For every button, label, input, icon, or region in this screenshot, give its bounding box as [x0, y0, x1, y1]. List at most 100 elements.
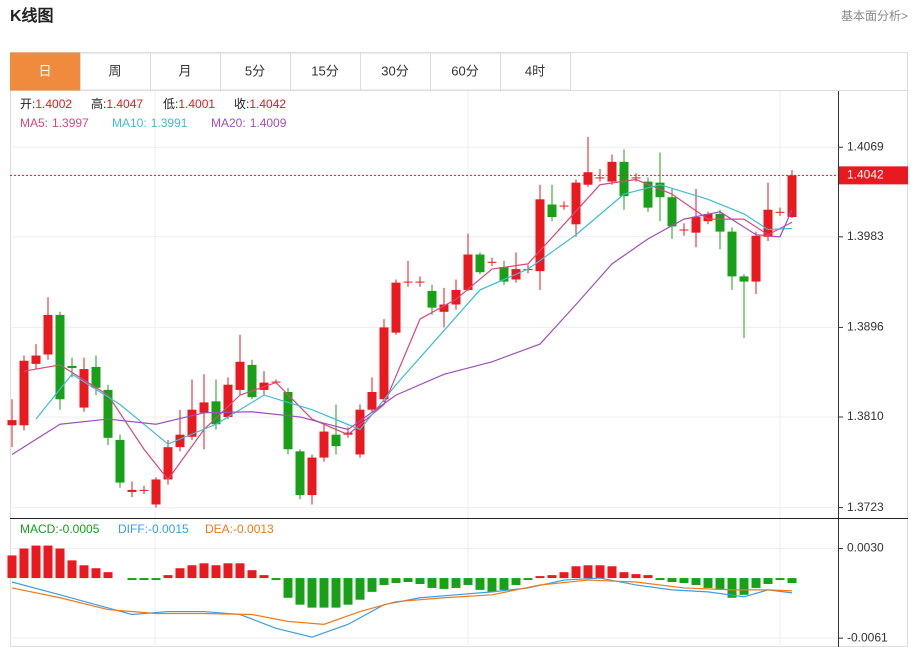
macd-bar: [439, 578, 449, 589]
tab-label[interactable]: 15分: [311, 63, 338, 78]
macd-bar: [511, 578, 521, 585]
candle-body: [7, 420, 17, 426]
tab-label[interactable]: 周: [108, 63, 121, 78]
candle-body: [415, 281, 425, 283]
macd-bar: [619, 572, 629, 579]
macd-bar: [19, 548, 29, 579]
y-tick-label: 1.3983: [847, 229, 884, 243]
candle-body: [139, 489, 149, 491]
candle-body: [367, 391, 377, 410]
macd-line-name: DEA:: [205, 522, 233, 536]
tab[interactable]: [290, 52, 361, 91]
fundamental-link[interactable]: 基本面分析>: [841, 9, 908, 23]
candle-body: [187, 409, 197, 437]
macd-bar: [739, 578, 749, 595]
ma-value: 1.4009: [250, 116, 287, 130]
candle-body: [331, 434, 341, 447]
macd-bar: [283, 578, 293, 598]
tab[interactable]: [10, 52, 81, 91]
macd-bar: [55, 548, 65, 579]
candle-body: [55, 314, 65, 400]
ma-line: [23, 178, 793, 481]
candle-body: [391, 282, 401, 333]
macd-bar: [367, 578, 377, 592]
candle-body: [787, 175, 797, 218]
macd-bar: [727, 578, 737, 598]
tab-label[interactable]: 30分: [381, 63, 408, 78]
candle-body: [379, 327, 389, 400]
macd-tick-label: -0.0061: [847, 630, 888, 644]
candle-body: [667, 197, 677, 227]
macd-line: [11, 579, 793, 625]
macd-bar: [691, 578, 701, 585]
candle-body: [607, 161, 617, 182]
tab-label[interactable]: 60分: [451, 63, 478, 78]
macd-bar: [643, 575, 653, 579]
macd-bar: [763, 578, 773, 584]
macd-bar: [187, 565, 197, 579]
macd-bar: [667, 578, 677, 583]
ohlc-value: 1.4047: [106, 97, 143, 111]
tab[interactable]: [430, 52, 501, 91]
macd-line-value: -0.0015: [148, 522, 189, 536]
tab-label[interactable]: 月: [178, 63, 191, 78]
candle-body: [103, 389, 113, 438]
tab-label[interactable]: 5分: [245, 63, 265, 78]
candle-body: [559, 205, 569, 207]
candle-body: [739, 276, 749, 282]
macd-bar: [451, 578, 461, 588]
macd-bar: [91, 568, 101, 579]
macd-bar: [43, 545, 53, 579]
candle-body: [691, 217, 701, 233]
macd-bar: [379, 578, 389, 585]
macd-bar: [295, 578, 305, 605]
macd-bar: [307, 578, 317, 608]
ohlc-legend: 开:1.4002: [20, 97, 72, 111]
candle-body: [475, 254, 485, 273]
candle-body: [283, 391, 293, 450]
candle-body: [655, 182, 665, 198]
ma-legend: MA10: 1.3991: [112, 116, 188, 130]
tab-label[interactable]: 日: [38, 63, 51, 78]
macd-bar: [151, 578, 161, 581]
ma-name: MA10:: [112, 116, 147, 130]
tab[interactable]: [220, 52, 291, 91]
candle-body: [175, 434, 185, 448]
macd-bar: [175, 568, 185, 579]
candle-body: [151, 479, 161, 505]
candle-body: [727, 231, 737, 277]
y-tick-label: 1.3810: [847, 409, 884, 423]
candle-body: [247, 364, 257, 398]
macd-bar: [775, 578, 785, 581]
macd-legend: DIFF:-0.0015: [118, 522, 189, 536]
macd-bar: [235, 563, 245, 579]
macd-bar: [499, 578, 509, 590]
macd-bar: [79, 565, 89, 579]
ohlc-key: 开:: [20, 97, 35, 111]
macd-bar: [463, 578, 473, 585]
ma-line: [35, 184, 793, 445]
candle-body: [703, 213, 713, 222]
ohlc-key: 高:: [91, 96, 106, 111]
macd-bar: [391, 578, 401, 583]
macd-bar: [139, 578, 149, 581]
tab-label[interactable]: 4时: [525, 63, 545, 78]
macd-bar: [211, 565, 221, 579]
macd-bar: [679, 578, 689, 583]
candle-body: [619, 161, 629, 197]
candle-body: [163, 447, 173, 480]
macd-bar: [31, 545, 41, 579]
candle-body: [535, 199, 545, 272]
macd-value: -0.0005: [59, 522, 100, 536]
y-tick-label: 1.4069: [847, 139, 884, 153]
macd-bar: [631, 574, 641, 579]
candle-body: [547, 204, 557, 218]
ohlc-value: 1.4042: [249, 97, 286, 111]
tab[interactable]: [360, 52, 431, 91]
tab[interactable]: [500, 52, 571, 91]
macd-bar: [715, 578, 725, 590]
macd-legend: DEA:-0.0013: [205, 522, 274, 536]
ohlc-legend: 收:1.4042: [234, 97, 286, 111]
macd-bar: [427, 578, 437, 588]
